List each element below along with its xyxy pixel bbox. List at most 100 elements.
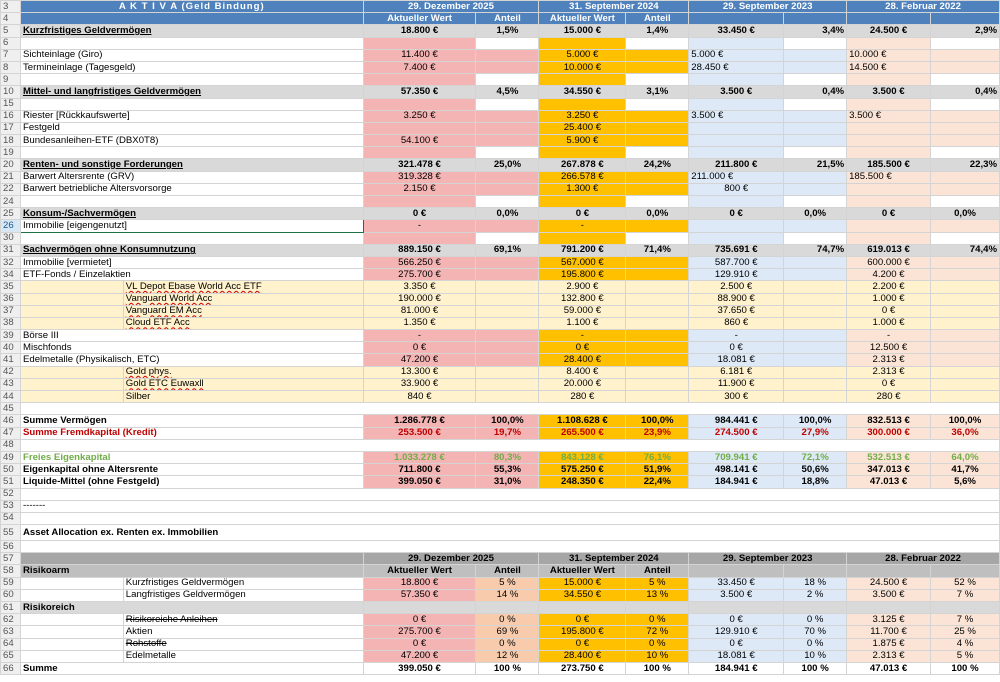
cell[interactable] bbox=[783, 304, 848, 318]
cell[interactable]: 2,9% bbox=[930, 24, 1000, 38]
cell[interactable] bbox=[930, 231, 1000, 245]
row-number[interactable]: 48 bbox=[0, 438, 21, 452]
cell[interactable]: 12.500 € bbox=[846, 341, 931, 355]
cell[interactable] bbox=[625, 121, 690, 136]
cell[interactable] bbox=[475, 97, 540, 111]
row-label[interactable]: Gold phys. bbox=[125, 366, 172, 378]
row-number[interactable]: 60 bbox=[0, 588, 21, 603]
cell[interactable]: 1,4% bbox=[625, 24, 690, 38]
date-header[interactable]: 28. Februar 2022 bbox=[846, 0, 1000, 14]
cell[interactable] bbox=[19, 402, 1000, 416]
cell[interactable] bbox=[19, 12, 364, 26]
row-label[interactable]: Rohstoffe bbox=[125, 638, 167, 650]
cell[interactable] bbox=[538, 146, 627, 160]
cell[interactable]: 0 € bbox=[362, 341, 477, 355]
cell[interactable]: 0 % bbox=[625, 613, 690, 627]
cell[interactable] bbox=[783, 36, 848, 50]
cell[interactable]: 31,0% bbox=[475, 475, 540, 489]
row-number[interactable]: 4 bbox=[0, 12, 21, 26]
cell[interactable] bbox=[475, 365, 540, 379]
cell[interactable] bbox=[930, 182, 1000, 197]
row-label[interactable]: Vanguard EM Acc bbox=[125, 305, 202, 317]
cell[interactable]: 321.478 € bbox=[362, 158, 477, 172]
row-label[interactable]: Edelmetalle bbox=[122, 649, 364, 663]
cell[interactable] bbox=[475, 134, 540, 148]
cell[interactable]: 190.000 € bbox=[362, 292, 477, 306]
cell[interactable]: 1.286.778 € bbox=[362, 414, 477, 428]
cell[interactable]: 0 % bbox=[783, 637, 848, 651]
cell[interactable] bbox=[783, 341, 848, 355]
cell[interactable]: 3.500 € bbox=[846, 588, 931, 603]
cell[interactable]: 0 % bbox=[625, 637, 690, 651]
cell[interactable] bbox=[930, 146, 1000, 160]
cell[interactable] bbox=[362, 600, 477, 615]
cell[interactable] bbox=[930, 97, 1000, 111]
cell[interactable]: 843.128 € bbox=[538, 450, 627, 465]
row-label[interactable]: Summe Vermögen bbox=[19, 414, 364, 428]
row-number[interactable]: 32 bbox=[0, 255, 21, 270]
cell[interactable] bbox=[625, 389, 690, 404]
cell[interactable] bbox=[19, 438, 1000, 452]
cell[interactable] bbox=[475, 316, 540, 331]
cell[interactable] bbox=[930, 377, 1000, 392]
cell[interactable] bbox=[930, 268, 1000, 282]
cell[interactable] bbox=[625, 182, 690, 197]
cell[interactable] bbox=[846, 134, 931, 148]
cell[interactable] bbox=[475, 121, 540, 136]
cell[interactable]: 7.400 € bbox=[362, 60, 477, 75]
cell[interactable] bbox=[783, 316, 848, 331]
cell[interactable] bbox=[625, 304, 690, 318]
cell[interactable] bbox=[783, 365, 848, 379]
row-label[interactable]: Barwert betriebliche Altersvorsorge bbox=[19, 182, 364, 197]
cell[interactable]: 185.500 € bbox=[846, 158, 931, 172]
cell[interactable] bbox=[846, 97, 931, 111]
cell[interactable] bbox=[625, 365, 690, 379]
cell[interactable] bbox=[19, 511, 1000, 526]
cell[interactable] bbox=[688, 97, 785, 111]
cell[interactable]: 2.500 € bbox=[688, 280, 785, 294]
cell[interactable]: 1.000 € bbox=[846, 292, 931, 306]
cell[interactable]: 47.013 € bbox=[846, 661, 931, 676]
cell[interactable]: - bbox=[688, 329, 785, 343]
cell[interactable]: 100 % bbox=[475, 661, 540, 676]
cell[interactable]: 59.000 € bbox=[538, 304, 627, 318]
col-header-anteil[interactable]: Anteil bbox=[625, 12, 690, 26]
row-number[interactable]: 5 bbox=[0, 24, 21, 38]
cell[interactable]: 1.108.628 € bbox=[538, 414, 627, 428]
cell[interactable]: 399.050 € bbox=[362, 475, 477, 489]
cell[interactable]: 0 € bbox=[362, 613, 477, 627]
cell[interactable] bbox=[538, 600, 627, 615]
cell[interactable] bbox=[930, 60, 1000, 75]
date-header[interactable]: 29. Dezember 2025 bbox=[362, 552, 540, 566]
cell[interactable] bbox=[846, 600, 931, 615]
row-number[interactable]: 65 bbox=[0, 649, 21, 663]
cell[interactable]: 211.000 € bbox=[688, 170, 785, 184]
cell[interactable]: 587.700 € bbox=[688, 255, 785, 270]
cell[interactable] bbox=[19, 487, 1000, 501]
cell[interactable]: 33.450 € bbox=[688, 24, 785, 38]
cell[interactable] bbox=[362, 231, 477, 245]
cell[interactable]: 2.313 € bbox=[846, 649, 931, 663]
cell[interactable] bbox=[846, 146, 931, 160]
col-header-wert[interactable]: Aktueller Wert bbox=[538, 564, 627, 578]
cell[interactable]: 709.941 € bbox=[688, 450, 785, 465]
cell[interactable]: 185.500 € bbox=[846, 170, 931, 184]
cell[interactable] bbox=[19, 97, 364, 111]
cell[interactable]: 0 € bbox=[846, 207, 931, 221]
cell[interactable]: 70 % bbox=[783, 625, 848, 639]
date-header[interactable]: 31. September 2024 bbox=[538, 552, 690, 566]
cell[interactable]: 3.350 € bbox=[362, 280, 477, 294]
cell[interactable] bbox=[783, 121, 848, 136]
cell[interactable] bbox=[688, 600, 785, 615]
cell[interactable] bbox=[930, 280, 1000, 294]
cell[interactable]: 280 € bbox=[846, 389, 931, 404]
cell[interactable]: 100 % bbox=[625, 661, 690, 676]
row-label[interactable]: Festgeld bbox=[19, 121, 364, 136]
cell[interactable]: 711.800 € bbox=[362, 463, 477, 477]
cell[interactable]: 840 € bbox=[362, 389, 477, 404]
cell[interactable] bbox=[625, 134, 690, 148]
row-label[interactable]: Immobilie [eigengenutzt] bbox=[19, 219, 364, 233]
cell[interactable]: 10 % bbox=[783, 649, 848, 663]
cell[interactable] bbox=[362, 121, 477, 136]
cell[interactable]: 0 € bbox=[688, 613, 785, 627]
